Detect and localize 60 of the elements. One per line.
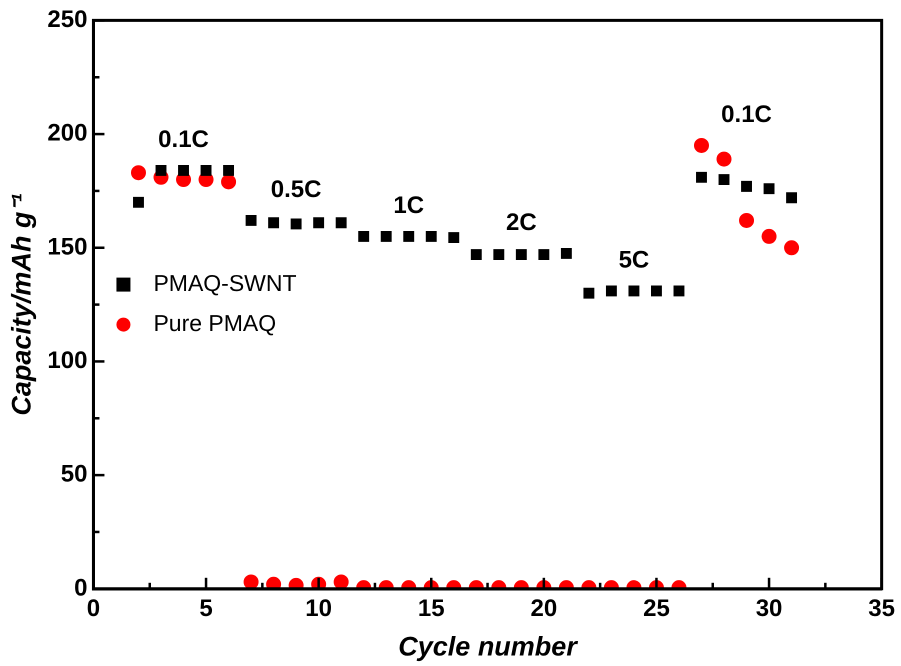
y-tick-label: 200	[47, 120, 88, 147]
legend-label: PMAQ-SWNT	[153, 270, 297, 296]
point	[516, 249, 527, 260]
point	[716, 152, 732, 167]
point	[358, 230, 370, 242]
point	[718, 174, 730, 185]
point	[560, 248, 572, 259]
point	[403, 230, 414, 242]
x-tick-label: 35	[868, 594, 896, 622]
annotation: 0.1C	[721, 101, 772, 128]
point	[583, 288, 594, 299]
point	[313, 217, 324, 228]
point	[786, 192, 798, 204]
point	[380, 230, 392, 242]
point	[784, 240, 800, 256]
x-tick-label: 5	[199, 594, 213, 622]
point	[268, 217, 280, 228]
point	[448, 232, 460, 243]
annotation: 0.5C	[270, 176, 322, 204]
x-tick-label: 10	[305, 594, 332, 622]
annotation: 5C	[618, 246, 650, 274]
point	[696, 172, 707, 183]
point	[246, 215, 257, 226]
point	[694, 138, 709, 153]
legend-label: Pure PMAQ	[153, 310, 276, 336]
y-tick-label: 0	[74, 574, 88, 602]
x-tick-label: 25	[643, 594, 670, 622]
point	[606, 286, 617, 296]
y-tick-label: 100	[47, 347, 88, 374]
point	[628, 286, 640, 296]
y-tick-label: 250	[47, 6, 88, 34]
point	[762, 228, 777, 244]
point	[133, 196, 144, 208]
point	[156, 165, 166, 176]
point	[741, 180, 752, 192]
annotation: 2C	[506, 209, 537, 236]
annotation: 1C	[393, 192, 424, 220]
point	[200, 165, 212, 176]
point	[223, 165, 234, 176]
point	[178, 165, 189, 176]
x-tick-label: 30	[756, 594, 782, 622]
y-tick-label: 150	[47, 233, 88, 260]
x-axis-title: Cycle number	[398, 631, 578, 662]
point	[739, 212, 754, 228]
y-tick-label: 50	[60, 460, 88, 488]
point	[674, 286, 684, 296]
point	[764, 183, 774, 194]
point	[426, 230, 437, 242]
point	[290, 218, 302, 230]
point	[130, 165, 146, 180]
x-tick-label: 20	[530, 594, 558, 622]
point	[493, 249, 504, 260]
point	[221, 174, 236, 190]
x-tick-label: 15	[418, 594, 445, 622]
point	[470, 249, 482, 260]
point	[538, 249, 550, 260]
y-axis-title: Capacity/mAh g⁻¹	[6, 194, 37, 416]
point	[651, 286, 662, 296]
point	[336, 217, 347, 228]
annotation: 0.1C	[158, 126, 209, 154]
